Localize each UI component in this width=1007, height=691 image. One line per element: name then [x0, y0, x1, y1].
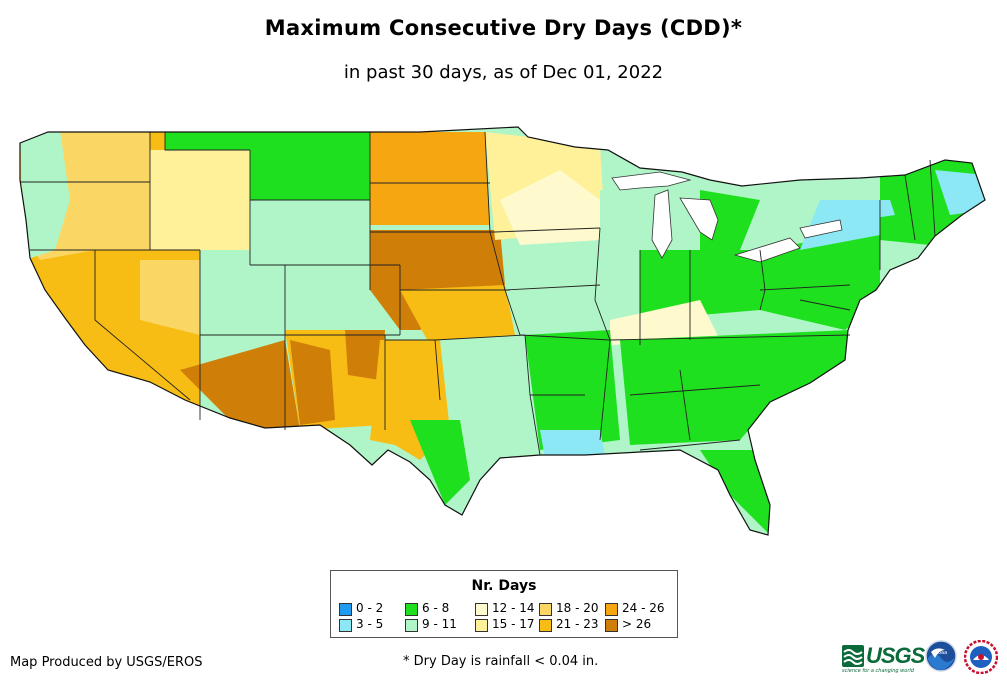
usgs-wordmark: USGS: [866, 643, 925, 668]
legend-label: 12 - 14: [492, 601, 535, 615]
legend-label: 9 - 11: [422, 617, 457, 631]
usgs-logo: USGS: [842, 641, 925, 671]
legend-swatch: [605, 619, 618, 632]
agency-logos: USGS science for a changing world noaa: [842, 638, 1002, 678]
legend-swatch: [475, 619, 488, 632]
nws-logo-icon: [964, 640, 998, 674]
legend-label: 0 - 2: [356, 601, 384, 615]
map-title: Maximum Consecutive Dry Days (CDD)*: [264, 16, 743, 40]
legend-label: 3 - 5: [356, 617, 384, 631]
legend-label: 21 - 23: [556, 617, 599, 631]
producer-credit: Map Produced by USGS/EROS: [10, 655, 203, 670]
legend-label: 24 - 26: [622, 601, 665, 615]
legend-label: 6 - 8: [422, 601, 450, 615]
legend-swatch: [539, 619, 552, 632]
legend-swatch: [405, 603, 418, 616]
legend-swatch: [539, 603, 552, 616]
great-lakes: [611, 171, 843, 263]
noaa-logo-icon: noaa: [925, 640, 957, 672]
legend-label: 15 - 17: [492, 617, 535, 631]
legend-swatch: [475, 603, 488, 616]
legend-swatch: [405, 619, 418, 632]
legend-label: 18 - 20: [556, 601, 599, 615]
state-boundaries: [20, 131, 936, 456]
legend-swatch: [339, 619, 352, 632]
legend: Nr. Days 0 - 2 3 - 5 6 - 8 9 - 11 12 - 14 15 …: [330, 570, 678, 638]
map-subtitle: in past 30 days, as of Dec 01, 2022: [343, 62, 664, 83]
usgs-tagline: science for a changing world: [842, 668, 914, 674]
legend-title: Nr. Days: [471, 578, 537, 594]
dry-day-note: * Dry Day is rainfall < 0.04 in.: [403, 654, 599, 669]
legend-swatch: [339, 603, 352, 616]
legend-label: > 26: [622, 617, 652, 631]
noaa-label: noaa: [935, 650, 947, 656]
cdd-shading: [20, 127, 985, 535]
legend-swatch: [605, 603, 618, 616]
usgs-wave-icon: [842, 645, 864, 667]
